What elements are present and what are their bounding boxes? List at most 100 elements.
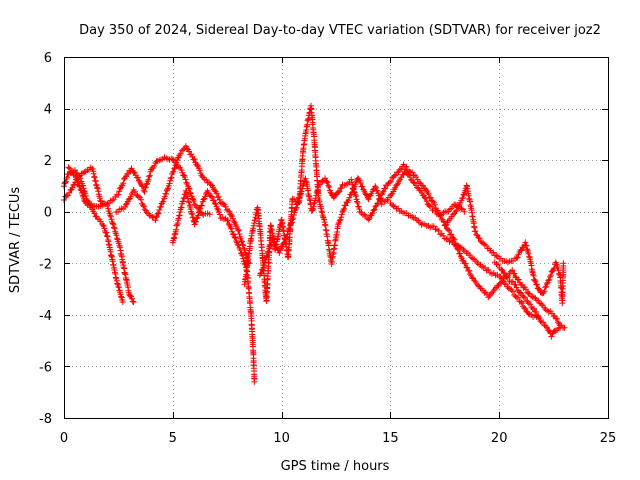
data-point (128, 295, 135, 302)
data-point (453, 207, 460, 214)
data-point (185, 195, 191, 202)
data-point (520, 293, 527, 300)
data-point (238, 238, 245, 244)
data-point (163, 190, 170, 197)
y-tick-label: -8 (39, 412, 52, 427)
y-tick-label: 0 (44, 206, 52, 221)
y-tick-label: -2 (39, 257, 52, 272)
data-point (537, 318, 544, 325)
data-point (473, 231, 480, 238)
data-point (446, 206, 453, 213)
data-point (135, 174, 141, 181)
data-point (69, 169, 76, 176)
data-point (108, 216, 115, 223)
data-point (151, 163, 158, 169)
data-point (462, 260, 469, 267)
data-point (466, 267, 473, 274)
data-point (542, 284, 549, 291)
data-point (270, 235, 277, 242)
data-point (371, 206, 378, 213)
data-point (141, 188, 148, 195)
data-point (169, 156, 176, 163)
data-point (403, 163, 410, 170)
data-point (518, 247, 525, 254)
data-point (454, 245, 461, 252)
data-point (292, 206, 299, 212)
data-point (338, 185, 345, 191)
data-point (525, 290, 532, 297)
data-point (276, 249, 283, 256)
data-point (114, 235, 120, 242)
data-point (193, 218, 199, 225)
data-point (178, 147, 185, 154)
data-point (140, 203, 147, 210)
data-point (259, 266, 266, 273)
data-point (143, 181, 150, 188)
data-point (285, 226, 292, 232)
y-axis-label: SDTVAR / TECUs (8, 187, 23, 294)
data-point (209, 193, 215, 200)
data-point (325, 182, 332, 189)
data-point (280, 240, 287, 247)
data-point (196, 167, 203, 174)
data-point (434, 207, 441, 214)
data-point (425, 190, 432, 197)
axis-ticks (64, 57, 609, 419)
data-point (288, 220, 294, 227)
x-tick-label: 0 (60, 431, 68, 446)
data-point (296, 194, 302, 201)
data-point (448, 231, 455, 238)
data-point (138, 182, 145, 189)
data-point (543, 283, 549, 290)
data-point (232, 235, 239, 241)
data-point (497, 273, 504, 280)
data-point (101, 225, 108, 232)
data-point (119, 299, 126, 305)
data-point (261, 262, 268, 269)
data-point (503, 273, 510, 280)
data-point (521, 305, 528, 311)
data-point (288, 219, 295, 226)
data-point (429, 198, 436, 205)
series-satellite-track-e (169, 187, 258, 385)
data-point (446, 227, 453, 234)
data-point (540, 319, 547, 326)
data-point (259, 266, 265, 273)
data-point (230, 231, 237, 238)
series-satellite-track-d (113, 143, 252, 267)
data-point (511, 292, 518, 298)
data-point (365, 196, 372, 203)
data-point (340, 207, 347, 214)
data-point (235, 226, 242, 233)
data-point (141, 206, 148, 213)
data-point (533, 309, 540, 315)
data-point (407, 174, 413, 180)
data-point (228, 225, 235, 232)
data-point (459, 194, 466, 201)
series-satellite-track-h (387, 200, 568, 331)
data-point (420, 182, 426, 189)
data-point (234, 241, 241, 248)
data-point (348, 176, 355, 183)
data-point (216, 196, 223, 203)
data-point (513, 284, 520, 291)
data-point (153, 214, 160, 221)
y-tick-labels: -8 -6 -4 -2 0 2 4 6 (39, 51, 52, 427)
data-point (386, 179, 393, 186)
data-point (79, 192, 86, 199)
data-point (357, 180, 364, 186)
data-point (146, 172, 153, 179)
data-point (222, 203, 229, 210)
data-point (538, 301, 545, 307)
data-point (125, 171, 132, 177)
data-point (76, 183, 83, 190)
data-point (103, 229, 110, 236)
data-point (426, 202, 433, 209)
data-point (146, 173, 153, 180)
data-point (430, 223, 437, 230)
data-point (114, 280, 121, 287)
data-point (75, 179, 82, 186)
data-point (131, 188, 138, 195)
y-tick-label: 6 (44, 51, 52, 66)
data-point (354, 198, 360, 205)
